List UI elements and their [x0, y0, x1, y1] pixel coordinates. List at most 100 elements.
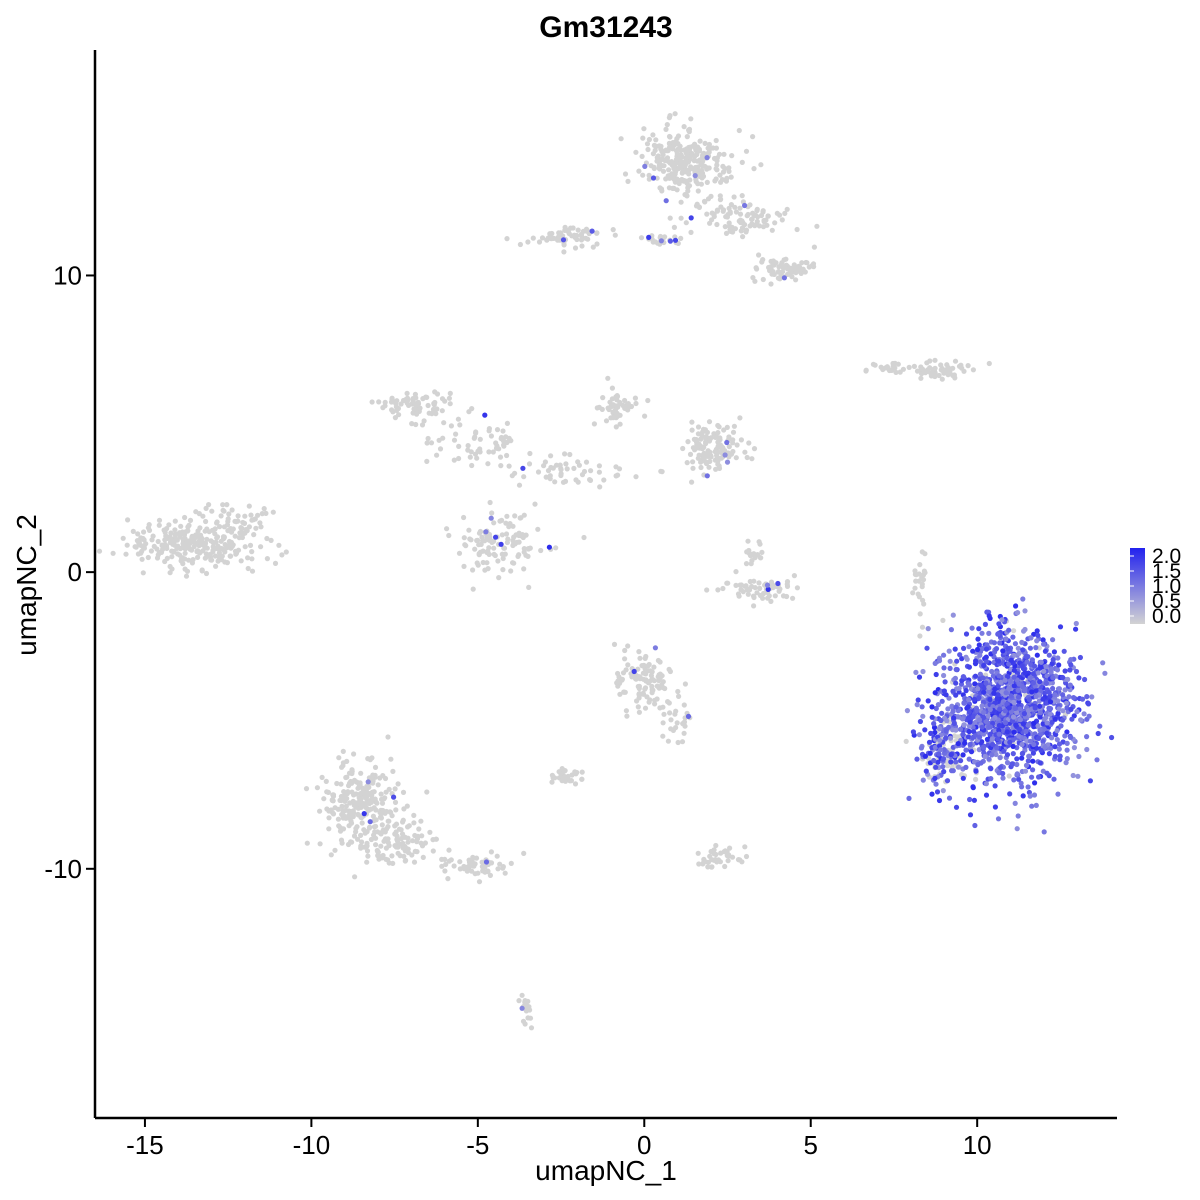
cell-point: [547, 231, 553, 237]
cell-point: [713, 842, 719, 849]
cell-point: [512, 513, 518, 519]
cell-point: [707, 436, 713, 442]
cell-point: [390, 409, 396, 415]
cell-point: [906, 795, 912, 802]
cell-point: [373, 842, 379, 848]
cell-point: [995, 816, 1002, 822]
cell-point: [1027, 675, 1033, 681]
cell-point: [203, 518, 209, 525]
cell-point: [444, 526, 450, 532]
cell-point: [486, 426, 492, 432]
cell-point: [717, 197, 724, 203]
cell-point: [220, 507, 226, 513]
cell-point: [232, 548, 239, 554]
cell-point: [636, 649, 642, 655]
cell-point: [574, 232, 580, 239]
cell-point: [236, 535, 242, 541]
cell-point: [705, 864, 711, 870]
cell-point: [622, 656, 628, 662]
cell-point: [500, 567, 506, 573]
cell-point: [1006, 661, 1012, 667]
cell-point: [991, 640, 998, 646]
cell-point: [471, 863, 477, 869]
cell-point: [664, 122, 670, 128]
legend-ticks: 2.01.51.00.50.0: [1130, 545, 1181, 628]
cell-point: [665, 699, 671, 705]
cell-point: [678, 235, 684, 241]
cell-point: [1017, 726, 1023, 733]
cell-point: [485, 869, 491, 875]
cell-point: [919, 366, 926, 372]
cell-point: [726, 205, 732, 211]
cell-point: [404, 803, 410, 809]
cell-point: [392, 786, 398, 792]
cell-point: [897, 369, 903, 375]
cell-point: [671, 224, 678, 230]
cell-point: [970, 785, 976, 791]
cell-point: [400, 789, 407, 796]
cell-point: [753, 265, 759, 271]
cell-point: [395, 405, 401, 412]
cell-point: [718, 850, 724, 856]
cell-point: [501, 442, 507, 448]
cell-point: [743, 853, 750, 860]
cell-point: [697, 138, 703, 144]
cell-point: [500, 428, 506, 434]
cell-point: [727, 227, 733, 233]
cell-point: [215, 558, 221, 564]
cell-point: [1019, 741, 1025, 748]
cell-point: [1004, 729, 1010, 735]
cell-point: [440, 435, 446, 441]
cell-point: [261, 506, 267, 512]
cell-point: [906, 364, 912, 370]
cell-point: [1003, 636, 1009, 642]
cell-point: [1068, 657, 1074, 663]
cell-point: [639, 153, 645, 159]
cell-point: [950, 688, 956, 694]
cell-point: [1052, 753, 1058, 760]
cell-point: [916, 571, 922, 577]
cell-point: [635, 683, 641, 690]
cell-point: [382, 399, 388, 405]
cell-point: [966, 664, 973, 670]
cell-point: [138, 550, 144, 556]
cell-point: [468, 537, 474, 543]
cell-point: [499, 532, 505, 538]
cell-point: [695, 147, 701, 153]
cell-point: [200, 513, 206, 519]
cell-point: [179, 529, 185, 535]
cell-point: [590, 244, 596, 250]
cell-point: [922, 570, 928, 576]
cell-point: [1081, 711, 1087, 717]
cell-point: [737, 217, 744, 223]
cell-point: [727, 210, 733, 216]
cell-point: [174, 545, 180, 552]
cell-point: [1064, 740, 1070, 747]
cell-point: [695, 424, 702, 430]
cell-point: [733, 569, 739, 575]
cell-point: [1022, 687, 1028, 694]
cell-point: [678, 154, 684, 160]
cell-point: [927, 750, 933, 756]
cell-point: [1060, 692, 1066, 698]
cell-point: [503, 520, 509, 526]
cell-point: [748, 553, 754, 559]
cell-point: [760, 257, 766, 263]
cell-point: [722, 165, 728, 172]
cell-point: [303, 786, 310, 792]
cell-point: [992, 804, 999, 810]
cell-point: [184, 568, 191, 574]
cell-point: [391, 794, 397, 800]
cell-point: [953, 727, 959, 733]
cell-point: [393, 807, 399, 813]
cell-point: [549, 779, 555, 785]
cell-point: [365, 779, 371, 785]
cell-point: [420, 854, 426, 861]
cell-point: [645, 663, 651, 669]
cell-point: [910, 590, 916, 596]
cell-point: [235, 518, 241, 524]
cell-point: [941, 652, 947, 658]
cell-point: [361, 811, 367, 817]
cell-point: [663, 126, 669, 132]
cell-point: [652, 701, 658, 707]
